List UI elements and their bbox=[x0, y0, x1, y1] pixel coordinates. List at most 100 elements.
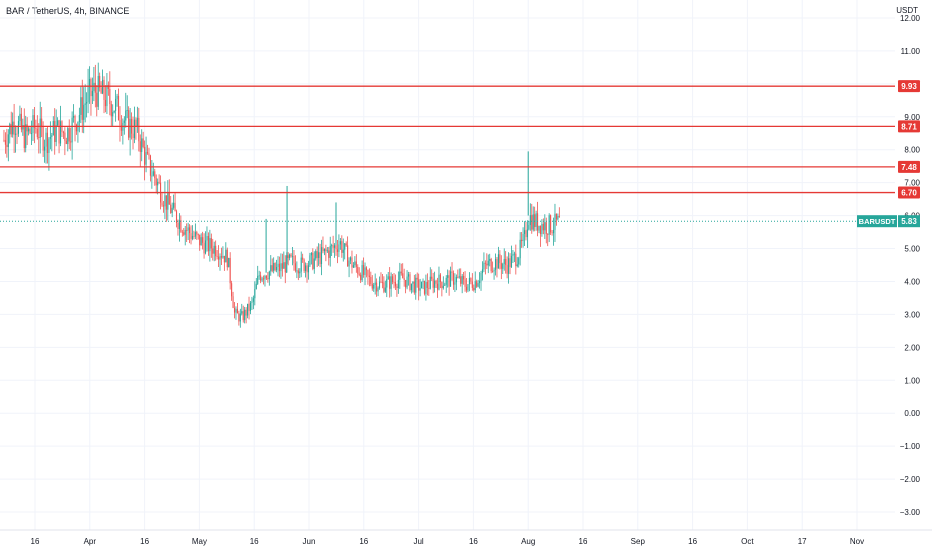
candle-body bbox=[465, 286, 468, 291]
candle-body bbox=[410, 283, 412, 291]
candle-body bbox=[215, 245, 217, 257]
candle-body bbox=[381, 282, 383, 284]
candle-body bbox=[249, 302, 252, 312]
candle-body bbox=[296, 270, 298, 272]
x-tick-label: Jun bbox=[303, 537, 316, 546]
symbol-tag-bg bbox=[857, 215, 897, 228]
candle-body bbox=[361, 265, 363, 281]
candle-body bbox=[173, 202, 175, 208]
candle-body bbox=[62, 131, 64, 133]
candle-body bbox=[347, 245, 349, 267]
candle-body bbox=[20, 113, 22, 130]
candle-body bbox=[522, 233, 524, 242]
candle-body bbox=[189, 227, 191, 234]
candle-body bbox=[464, 279, 466, 287]
candle-body bbox=[49, 136, 51, 139]
candle-body bbox=[403, 278, 405, 280]
candle-body bbox=[510, 255, 513, 268]
candle-body bbox=[154, 171, 156, 179]
candle-body bbox=[251, 301, 253, 303]
x-tick-label: 16 bbox=[140, 537, 149, 546]
candle-body bbox=[113, 110, 115, 113]
candle-body bbox=[38, 137, 40, 138]
candle-body bbox=[313, 258, 315, 269]
candle-body bbox=[219, 256, 221, 260]
candle-body bbox=[87, 87, 89, 103]
candle-body bbox=[299, 271, 301, 274]
candle-body bbox=[99, 76, 101, 88]
candle-body bbox=[42, 127, 44, 151]
candle-body bbox=[58, 120, 60, 144]
candle-body bbox=[168, 192, 170, 205]
candle-body bbox=[88, 79, 91, 88]
candle-body bbox=[81, 97, 83, 120]
candle-body bbox=[284, 262, 286, 273]
candle-body bbox=[209, 238, 211, 252]
candle-body bbox=[141, 138, 143, 153]
candle-body bbox=[376, 282, 378, 292]
candle-body bbox=[508, 258, 510, 274]
candle-body bbox=[152, 171, 154, 176]
candle-body bbox=[138, 117, 140, 142]
candle-body bbox=[273, 263, 275, 271]
candle-body bbox=[9, 124, 11, 135]
y-tick-label: 1.00 bbox=[904, 376, 920, 385]
candle-body bbox=[435, 280, 437, 284]
x-tick-label: May bbox=[192, 537, 207, 546]
candle-body bbox=[421, 281, 423, 289]
candle-body bbox=[499, 254, 501, 264]
candle-body bbox=[133, 119, 136, 139]
candle-body bbox=[106, 84, 108, 107]
candle-body bbox=[107, 84, 109, 89]
candle-body bbox=[557, 216, 559, 220]
y-tick-label: 4.00 bbox=[904, 277, 920, 286]
candle-body bbox=[434, 280, 436, 288]
candle-body bbox=[74, 116, 76, 125]
candle-body bbox=[184, 230, 186, 235]
candle-body bbox=[358, 273, 360, 275]
candle-body bbox=[135, 119, 137, 127]
candle-body bbox=[94, 82, 96, 93]
price-unit: USDT bbox=[896, 6, 918, 15]
candle-body bbox=[529, 215, 531, 226]
candle-body bbox=[413, 281, 415, 293]
candle-body bbox=[548, 215, 550, 235]
candle-body bbox=[503, 258, 505, 264]
candle-body bbox=[323, 248, 325, 252]
candle-body bbox=[158, 181, 160, 183]
candle-body bbox=[331, 245, 333, 247]
candle-body bbox=[104, 99, 107, 107]
candle-body bbox=[332, 245, 334, 248]
level-label: 9.93 bbox=[901, 82, 917, 91]
candle-body bbox=[397, 279, 399, 289]
y-tick-label: −2.00 bbox=[900, 475, 921, 484]
candle-body bbox=[83, 104, 85, 120]
candle-body bbox=[489, 259, 491, 261]
candle-body bbox=[190, 233, 192, 239]
candle-body bbox=[136, 117, 138, 127]
candle-body bbox=[271, 265, 273, 271]
candle-body bbox=[202, 237, 204, 243]
y-tick-label: 5.00 bbox=[904, 245, 920, 254]
candle-body bbox=[41, 118, 43, 128]
candle-body bbox=[30, 133, 33, 134]
candle-body bbox=[418, 279, 420, 291]
candle-body bbox=[97, 76, 99, 107]
candle-body bbox=[144, 146, 146, 165]
y-tick-label: 12.00 bbox=[900, 14, 921, 23]
candle-body bbox=[412, 281, 414, 284]
level-label-bg bbox=[898, 186, 920, 199]
candle-body bbox=[13, 121, 15, 135]
candle-body bbox=[363, 265, 365, 275]
candle-body bbox=[426, 282, 428, 289]
x-tick-label: Jul bbox=[413, 537, 423, 546]
candle-body bbox=[274, 263, 276, 271]
level-label: 7.48 bbox=[901, 163, 917, 172]
chart-title: BAR / TetherUS, 4h, BINANCE bbox=[6, 6, 130, 16]
candle-body bbox=[339, 241, 341, 245]
candle-body bbox=[521, 239, 523, 242]
candle-body bbox=[316, 251, 318, 258]
candle-body bbox=[162, 205, 165, 207]
